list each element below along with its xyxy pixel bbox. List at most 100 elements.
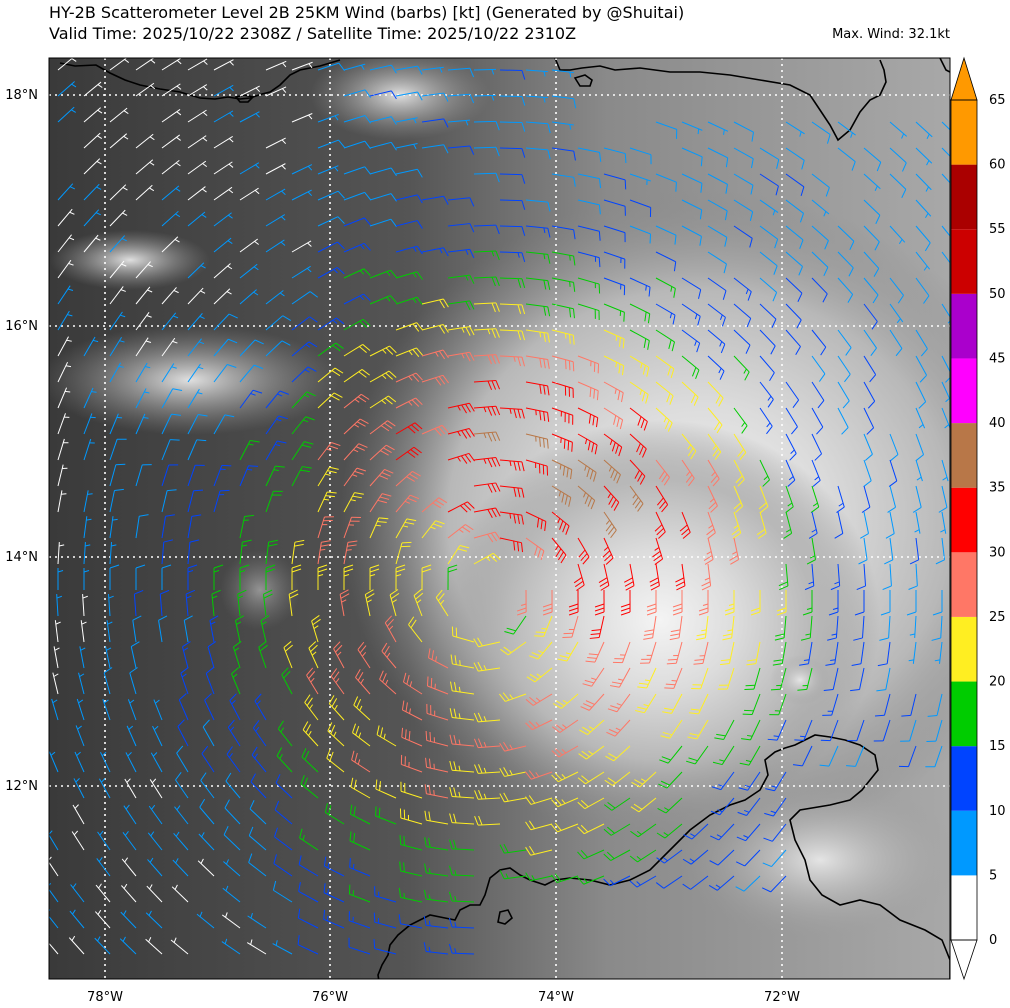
wind-barb: [369, 564, 380, 591]
wind-barb: [602, 537, 614, 565]
wind-barb: [265, 390, 289, 409]
wind-barb: [187, 211, 207, 227]
wind-barb: [317, 491, 337, 513]
wind-barb: [369, 218, 397, 228]
wind-barb: [421, 424, 449, 436]
wind-barb: [655, 303, 676, 325]
colorbar-tick-label: 20: [989, 675, 1006, 690]
wind-barb: [283, 641, 293, 669]
wind-barb: [187, 388, 203, 409]
wind-barb: [213, 135, 234, 149]
wind-barb: [552, 719, 579, 733]
wind-barb: [133, 589, 144, 617]
wind-barb: [499, 355, 526, 367]
wind-barb: [629, 381, 649, 404]
wind-barb: [474, 764, 501, 774]
wind-barb: [239, 539, 252, 565]
wind-barb: [121, 857, 137, 877]
wind-barb: [744, 667, 761, 691]
wind-barb: [83, 542, 91, 565]
wind-barb: [281, 667, 293, 695]
wind-barb: [447, 564, 458, 591]
wind-barb: [211, 589, 221, 617]
wind-barb: [655, 355, 675, 379]
wind-barb: [863, 303, 878, 330]
wind-barb: [914, 511, 921, 534]
colorbar-tick-label: 0: [989, 933, 997, 948]
wind-barb: [941, 251, 950, 278]
wind-barb: [423, 942, 449, 955]
wind-barb: [915, 277, 930, 304]
wind-barb: [171, 884, 189, 903]
wind-barb: [912, 485, 922, 513]
wind-barb: [889, 121, 908, 139]
wind-barb: [687, 719, 709, 740]
wind-barb: [213, 489, 230, 513]
wind-barb: [525, 69, 548, 77]
wind-barb: [369, 444, 395, 461]
wind-barb: [573, 563, 585, 591]
wind-barb: [885, 511, 895, 539]
wind-barb: [161, 514, 175, 539]
wind-barb: [707, 225, 728, 247]
wind-barb: [736, 823, 761, 842]
wind-barb: [854, 589, 865, 616]
wind-barb: [580, 693, 605, 711]
wind-barb: [551, 485, 572, 507]
wind-barb: [783, 511, 793, 539]
wind-barb: [213, 313, 238, 331]
wind-barb: [308, 641, 319, 669]
wind-barb: [889, 277, 904, 304]
wind-barb: [120, 910, 137, 929]
wind-barb: [239, 564, 250, 591]
wind-barb: [858, 537, 868, 565]
wind-barb: [389, 589, 400, 617]
wind-barb: [629, 485, 644, 512]
wind-barb: [249, 800, 267, 825]
wind-barb: [577, 407, 599, 428]
wind-barb: [603, 147, 627, 164]
wind-barb: [551, 303, 575, 319]
wind-barb: [152, 725, 163, 747]
wind-barb: [451, 626, 475, 643]
wind-barb: [577, 485, 596, 510]
wind-barb: [57, 490, 67, 513]
wind-barb: [525, 199, 551, 212]
wind-barb: [598, 563, 610, 591]
wind-barb: [889, 225, 906, 245]
wind-barb: [213, 212, 233, 227]
wind-barb: [915, 407, 926, 429]
wind-barb: [681, 329, 701, 353]
wind-barb: [836, 485, 845, 513]
wind-barb: [834, 511, 844, 539]
wind-barb: [758, 485, 769, 513]
wind-barb: [689, 693, 709, 715]
wind-barb: [499, 277, 526, 289]
wind-barb: [348, 937, 371, 955]
wind-barb: [863, 355, 877, 383]
wind-barb: [83, 132, 103, 149]
wind-barb: [213, 414, 235, 435]
wind-barb: [291, 391, 316, 409]
wind-barb: [761, 875, 787, 893]
wind-barb: [577, 459, 597, 482]
wind-barb: [199, 798, 215, 825]
wind-barb: [425, 757, 449, 773]
wind-barb: [161, 83, 182, 97]
wind-barb: [746, 641, 761, 666]
wind-barb: [701, 563, 712, 591]
wind-barb: [71, 830, 85, 851]
wind-barb: [808, 511, 818, 539]
wind-barb: [785, 225, 804, 249]
wind-barb: [150, 752, 163, 773]
wind-barb: [551, 251, 576, 266]
wind-barb: [306, 667, 319, 695]
wind-barb: [637, 667, 657, 689]
wind-barb: [941, 459, 949, 482]
map-title: HY-2B Scatterometer Level 2B 25KM Wind (…: [49, 3, 685, 22]
wind-barb: [369, 370, 397, 383]
wind-barb: [853, 615, 865, 641]
wind-barb: [187, 514, 202, 539]
wind-barb: [932, 589, 943, 616]
colombia-guajira-coastline: [939, 58, 950, 73]
